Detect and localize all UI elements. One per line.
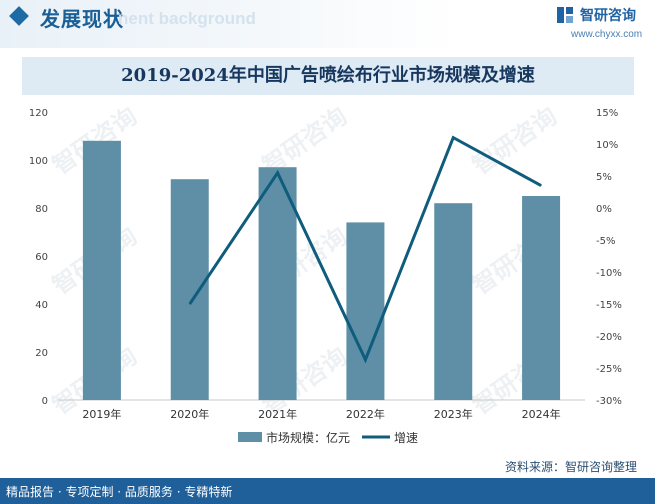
right-axis-tick-label: 0% [596,204,612,215]
right-axis-tick-label: -25% [596,364,622,375]
bar [522,196,561,400]
right-axis-tick-label: -10% [596,268,622,279]
legend-bar-label: 市场规模：亿元 [266,430,350,445]
bar-line-chart: 智研咨询智研咨询智研咨询智研咨询智研咨询智研咨询智研咨询智研咨询智研咨询0204… [29,102,622,445]
growth-rate-point [540,185,542,187]
right-axis-tick-label: -5% [596,236,615,247]
bar [346,222,385,400]
left-axis-tick-label: 40 [35,300,48,311]
x-axis-tick-label: 2024年 [522,407,561,421]
left-axis-tick-label: 100 [29,156,48,167]
brand-name: 智研咨询 [580,8,636,24]
watermark-logo-text: 智研咨询 [467,102,562,180]
bar [82,140,121,401]
x-axis-tick-label: 2019年 [82,407,121,421]
header-banner [0,0,655,48]
chart-title: 2019-2024年中国广告喷绘布行业市场规模及增速 [121,65,535,86]
right-axis-tick-label: -20% [596,332,622,343]
left-axis-tick-label: 60 [35,252,48,263]
growth-rate-point [189,303,191,305]
legend-line-label: 增速 [394,431,418,445]
growth-rate-point [277,172,279,174]
right-axis-tick-label: 5% [596,172,612,183]
bar [434,203,473,400]
footer-tagline: 精品报告 · 专项定制 · 品质服务 · 专精特新 [6,485,233,499]
right-axis-tick-label: -15% [596,300,622,311]
brand-url: www.chyxx.com [571,29,643,40]
x-axis-tick-label: 2020年 [170,407,209,421]
x-axis-tick-label: 2022年 [346,407,385,421]
bar [258,167,297,400]
header-watermark-text: nent background [118,9,256,28]
right-axis-tick-label: -30% [596,396,622,407]
x-axis-tick-label: 2021年 [258,407,297,421]
data-source: 资料来源：智研咨询整理 [504,460,637,474]
left-axis-tick-label: 120 [29,108,48,119]
right-axis-tick-label: 15% [596,108,618,119]
left-axis-tick-label: 20 [35,348,48,359]
bar [170,179,209,400]
left-axis-tick-label: 0 [42,396,48,407]
section-title: 发展现状 [40,7,124,31]
footer-bar [0,478,655,504]
left-axis-tick-label: 80 [35,204,48,215]
chart-title-band [22,57,634,95]
growth-rate-point [452,137,454,139]
growth-rate-point [364,359,366,361]
right-axis-tick-label: 10% [596,140,618,151]
legend-bar-swatch [238,432,262,442]
x-axis-tick-label: 2023年 [434,407,473,421]
brand-logo-icon [557,7,573,23]
